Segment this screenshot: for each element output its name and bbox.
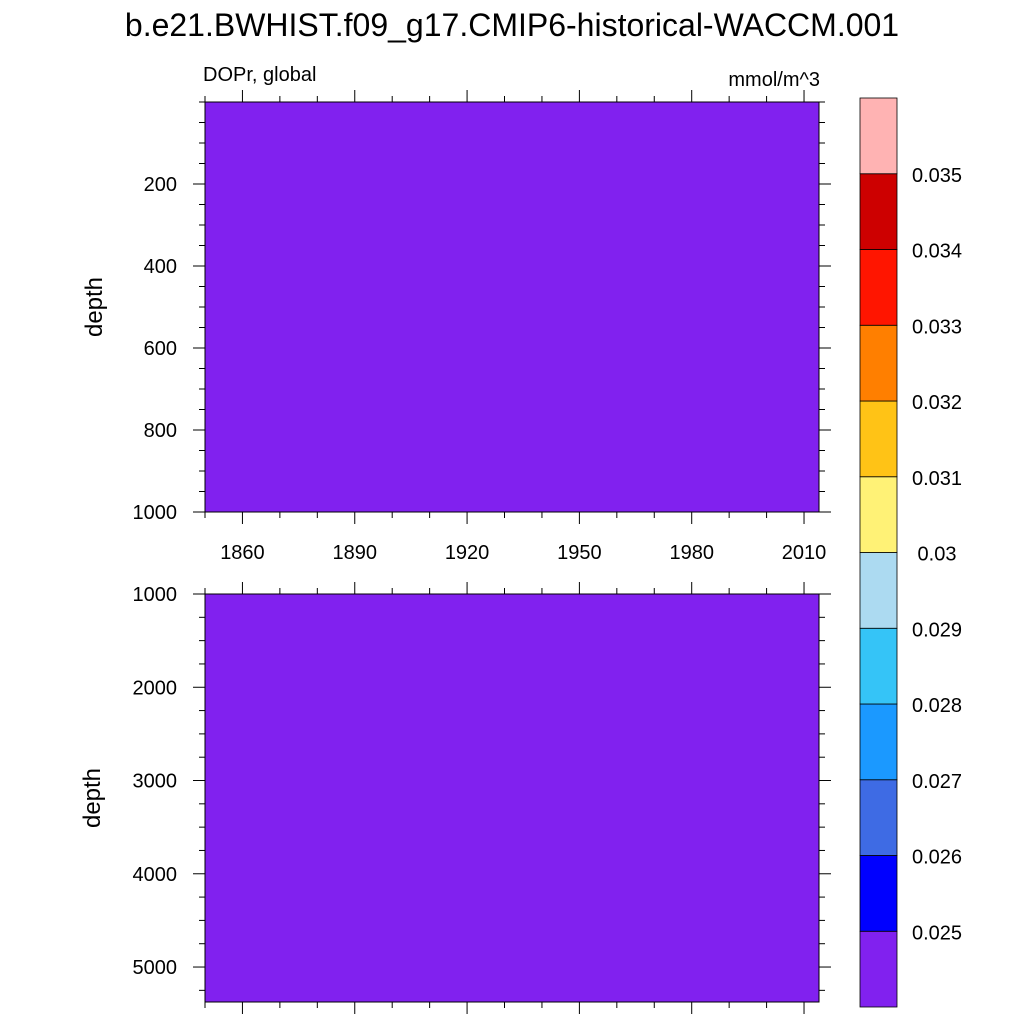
colorbar-label: 0.033 bbox=[912, 316, 962, 338]
x-tick-label: 2010 bbox=[782, 542, 827, 564]
lower-panel-y-axis-label: depth bbox=[79, 768, 106, 828]
colorbar-label: 0.029 bbox=[912, 619, 962, 641]
y-tick-label: 4000 bbox=[133, 864, 178, 886]
x-tick-label: 1980 bbox=[669, 542, 714, 564]
x-tick-label: 1860 bbox=[220, 542, 265, 564]
colorbar-swatch bbox=[859, 930, 898, 1008]
upper-panel-y-tick-labels: 200 400 600 800 1000 bbox=[133, 174, 178, 524]
colorbar-swatch bbox=[859, 97, 898, 175]
y-tick-label: 400 bbox=[144, 256, 177, 278]
y-tick-label: 1000 bbox=[133, 502, 178, 524]
colorbar-label: 0.031 bbox=[912, 468, 962, 490]
colorbar-swatch bbox=[859, 627, 898, 705]
colorbar-label: 0.035 bbox=[912, 165, 962, 187]
colorbar-swatch bbox=[859, 552, 898, 629]
colorbar-swatch bbox=[859, 703, 898, 781]
upper-panel-y-axis-label: depth bbox=[81, 277, 108, 337]
y-tick-label: 800 bbox=[144, 420, 177, 442]
upper-panel: 200 400 600 800 1000 1860 1890 1920 1950 1980 201… bbox=[81, 90, 831, 564]
colorbar-swatch bbox=[859, 324, 898, 402]
y-tick-label: 5000 bbox=[133, 957, 178, 979]
x-tick-label: 1950 bbox=[557, 542, 602, 564]
x-tick-label: 1890 bbox=[333, 542, 378, 564]
colorbar-label: 0.032 bbox=[912, 392, 962, 414]
colorbar-label: 0.03 bbox=[918, 544, 957, 566]
colorbar-label: 0.027 bbox=[912, 771, 962, 793]
upper-panel-x-tick-labels: 1860 1890 1920 1950 1980 2010 bbox=[220, 542, 826, 564]
colorbar-swatch bbox=[859, 855, 898, 932]
colorbar-swatch bbox=[859, 249, 898, 326]
colorbar-swatch bbox=[859, 779, 898, 856]
variable-label: DOPr, global bbox=[203, 64, 316, 86]
upper-panel-ticks bbox=[193, 90, 831, 524]
units-label: mmol/m^3 bbox=[728, 69, 820, 91]
colorbar-swatch bbox=[859, 476, 898, 553]
colorbar bbox=[859, 97, 898, 1008]
x-tick-label: 1920 bbox=[445, 542, 490, 564]
lower-panel-field bbox=[204, 593, 820, 1003]
lower-panel: 1000 2000 3000 4000 5000 depth bbox=[79, 582, 831, 1014]
y-tick-label: 200 bbox=[144, 174, 177, 196]
lower-panel-ticks bbox=[193, 582, 831, 1014]
colorbar-label: 0.026 bbox=[912, 847, 962, 869]
y-tick-label: 3000 bbox=[133, 771, 178, 793]
colorbar-swatch bbox=[859, 173, 898, 250]
colorbar-swatch bbox=[859, 400, 898, 478]
upper-panel-field bbox=[204, 101, 820, 513]
colorbar-label: 0.034 bbox=[912, 241, 962, 263]
y-tick-label: 600 bbox=[144, 338, 177, 360]
chart-title: b.e21.BWHIST.f09_g17.CMIP6-historical-WA… bbox=[125, 7, 899, 43]
y-tick-label: 1000 bbox=[133, 584, 178, 606]
colorbar-labels: 0.025 0.026 0.027 0.028 0.029 0.03 0.031 0.032 0… bbox=[912, 165, 962, 945]
lower-panel-y-tick-labels: 1000 2000 3000 4000 5000 bbox=[133, 584, 178, 979]
colorbar-label: 0.028 bbox=[912, 695, 962, 717]
y-tick-label: 2000 bbox=[133, 677, 178, 699]
colorbar-label: 0.025 bbox=[912, 922, 962, 944]
